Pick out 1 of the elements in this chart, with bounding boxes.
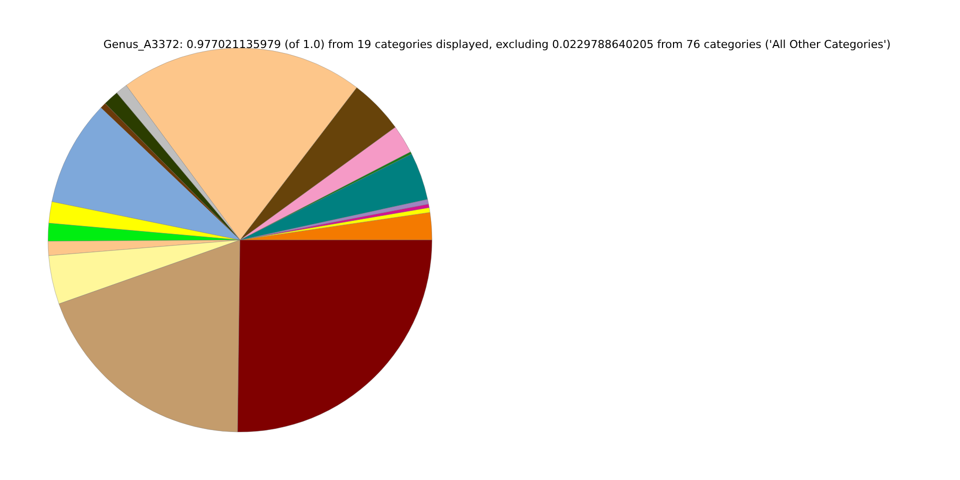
text: Genus_A3372: 0.977021135979 (of 1.0) from 19 categories displayed, excluding 0.0229788640205 from 76 categories ('All Other Categories') — [103, 38, 891, 51]
